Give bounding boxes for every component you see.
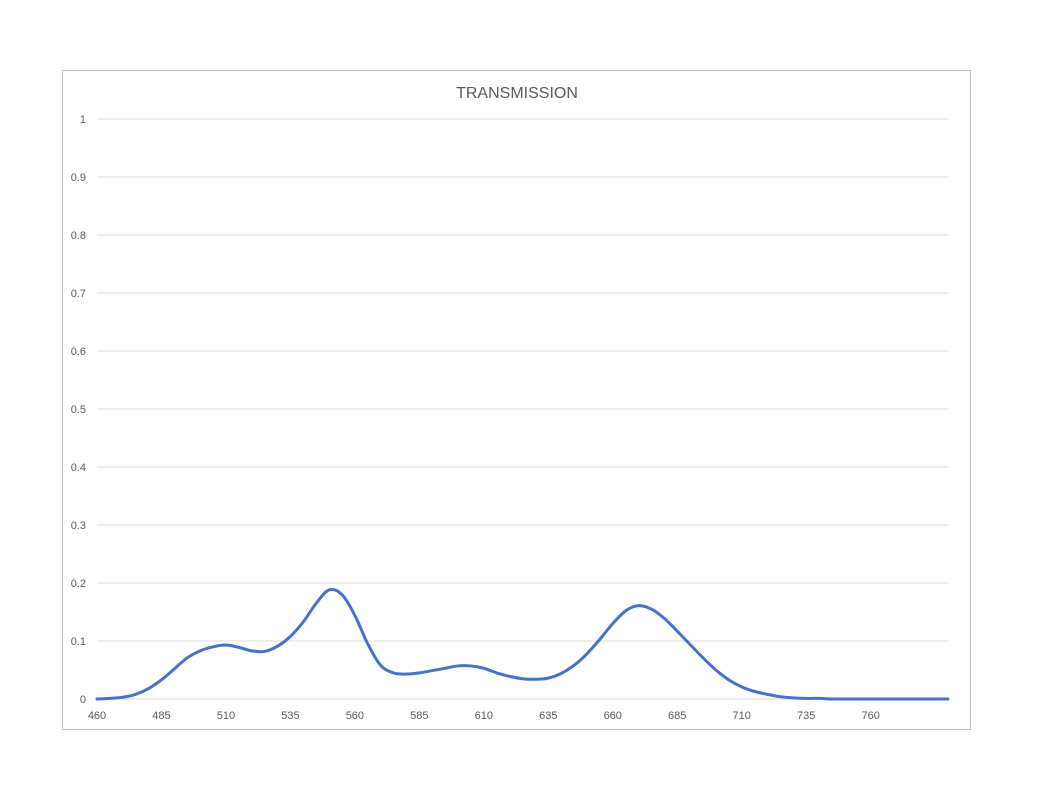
chart-frame	[62, 70, 971, 730]
x-tick-label: 585	[410, 710, 428, 722]
chart-title: TRANSMISSION	[456, 85, 578, 102]
y-tick-label: 0.9	[71, 172, 86, 184]
y-tick-label: 0.6	[71, 346, 86, 358]
x-tick-label: 760	[861, 710, 879, 722]
y-tick-label: 0.1	[71, 636, 86, 648]
y-tick-label: 0	[80, 694, 86, 706]
x-tick-label: 510	[217, 710, 235, 722]
y-tick-label: 0.5	[71, 404, 86, 416]
x-tick-label: 635	[539, 710, 557, 722]
x-axis-ticks: 460 485 510 535 560 585 610 635 660 685 710 735 760	[88, 710, 880, 722]
y-tick-label: 0.2	[71, 578, 86, 590]
x-tick-label: 560	[346, 710, 364, 722]
series-line-0	[95, 587, 950, 701]
y-tick-label: 0.8	[71, 230, 86, 242]
x-tick-label: 610	[475, 710, 493, 722]
x-tick-label: 460	[88, 710, 106, 722]
x-tick-label: 535	[281, 710, 299, 722]
y-tick-label: 0.4	[71, 462, 86, 474]
series-layer	[95, 587, 950, 701]
x-tick-label: 685	[668, 710, 686, 722]
x-tick-label: 735	[797, 710, 815, 722]
x-tick-label: 485	[152, 710, 170, 722]
x-tick-label: 710	[733, 710, 751, 722]
gridlines	[97, 118, 948, 700]
y-tick-label: 0.7	[71, 288, 86, 300]
y-tick-label: 1	[80, 114, 86, 126]
y-axis-ticks: 0 0.1 0.2 0.3 0.4 0.5 0.6 0.7 0.8 0.9 1	[71, 114, 86, 706]
y-tick-label: 0.3	[71, 520, 86, 532]
x-tick-label: 660	[604, 710, 622, 722]
